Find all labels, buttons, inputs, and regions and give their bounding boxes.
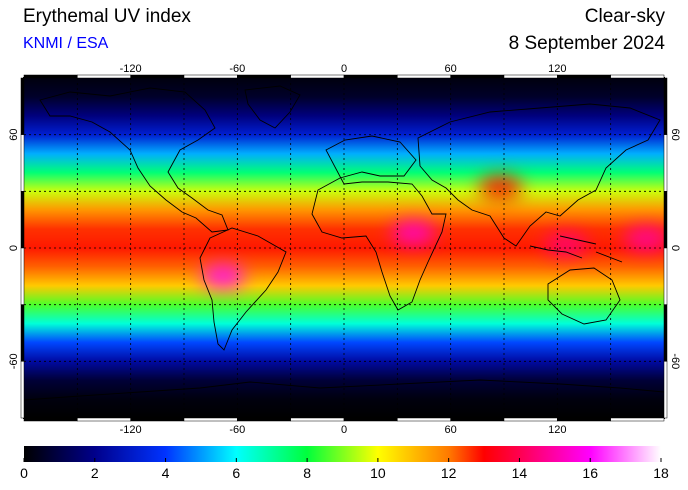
- colorbar-gradient: [24, 446, 661, 462]
- map-title: Erythemal UV index: [23, 6, 191, 27]
- colorbar-tick-label: 14: [512, 465, 528, 481]
- antarctica-coast: [24, 379, 664, 401]
- hotspot-indonesia: [544, 232, 589, 257]
- south-america-coast: [199, 227, 287, 351]
- colorbar-tick-label: 4: [162, 465, 170, 481]
- hotspot-ethiopian-highlands: [391, 220, 436, 245]
- mode-label: Clear-sky: [584, 6, 665, 27]
- colorbar-tick-label: 6: [232, 465, 240, 481]
- hotspot-andes: [201, 264, 246, 289]
- colorbar-tick-label: 0: [20, 465, 28, 481]
- graticule: [24, 78, 664, 418]
- top-lon-tick-label: 60: [445, 63, 457, 75]
- colorbar-ticks: 0 2 4 6 8 10 12 14 16 18: [20, 458, 669, 481]
- hotspot-tibetan-plateau: [478, 175, 523, 200]
- frame-segment: [663, 361, 668, 419]
- right-lat-tick-label: -60: [669, 353, 681, 369]
- bottom-lon-tick-label: 0: [341, 424, 347, 436]
- left-lat-tick-label: -60: [8, 353, 20, 369]
- right-lat-tick-label: 0: [669, 245, 681, 251]
- colorbar-tick-label: 10: [370, 465, 386, 481]
- north-america-coast: [39, 87, 229, 233]
- colorbar-tick-label: 16: [582, 465, 598, 481]
- colorbar-tick-label: 18: [653, 465, 669, 481]
- europe-africa-coast: [311, 135, 447, 311]
- colorbar-tick-label: 12: [441, 465, 457, 481]
- uv-hotspots: [201, 175, 664, 289]
- frame-segment: [610, 417, 665, 422]
- top-lon-tick-label: -60: [229, 63, 245, 75]
- date-label: 8 September 2024: [508, 33, 665, 54]
- bottom-lon-tick-label: 60: [445, 424, 457, 436]
- top-lon-tick-label: -120: [120, 63, 142, 75]
- top-lon-tick-label: 0: [341, 63, 347, 75]
- colorbar-tick-label: 8: [303, 465, 311, 481]
- frame-segment: [20, 361, 25, 419]
- hotspot-pacific-east: [624, 226, 664, 251]
- coastlines: [24, 85, 664, 401]
- left-lat-tick-label: 0: [8, 245, 20, 251]
- map-frame: [20, 74, 668, 422]
- bottom-lon-tick-label: 120: [548, 424, 566, 436]
- bottom-lon-tick-label: -120: [120, 424, 142, 436]
- frame-segment: [610, 74, 665, 79]
- asia-coast: [417, 103, 661, 247]
- right-lat-tick-label: 60: [669, 129, 681, 141]
- top-lon-tick-label: 120: [548, 63, 566, 75]
- bottom-lon-tick-label: -60: [229, 424, 245, 436]
- left-lat-tick-label: 60: [8, 129, 20, 141]
- map-tick-labels: -120 -120 -60 -60 0 0 60 60 120 120 -60 -60 0 0 60 60: [8, 63, 681, 436]
- credit-label: KNMI / ESA: [23, 35, 109, 52]
- colorbar-tick-label: 2: [91, 465, 99, 481]
- australia-coast: [547, 267, 621, 325]
- greenland-coast: [244, 85, 301, 129]
